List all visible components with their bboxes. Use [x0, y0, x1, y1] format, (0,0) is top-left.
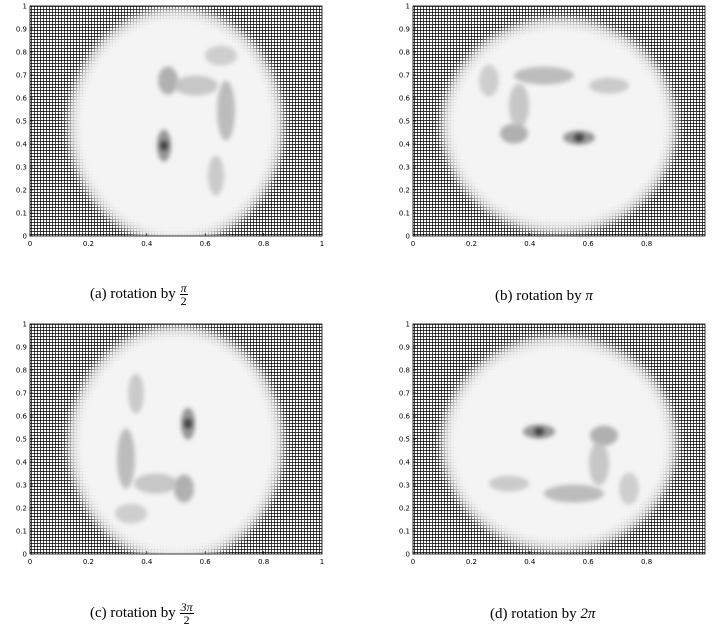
y-tick-label: 1	[23, 3, 27, 11]
plot-a: 0 0.1 0.2 0.3 0.4 0.5 0.6 0.7 0.8 0.9 1 0 0.2 0.4 0.6 0…	[16, 3, 324, 249]
y-tick-label: 0.1	[399, 210, 410, 218]
caption-a-prefix: (a)	[90, 285, 107, 302]
y-tick-label: 0.8	[16, 367, 27, 375]
x-tick-label: 0.2	[466, 558, 477, 566]
x-tick-label: 0.6	[200, 240, 212, 248]
caption-a-fraction: π 2	[179, 281, 188, 308]
y-tick-label: 0.4	[16, 141, 28, 149]
plot-b: 0 0.1 0.2 0.3 0.4 0.5 0.6 0.7 0.8 0.9 1 0 0.2 0.4 0.6 0…	[399, 3, 706, 248]
plot-c: 0 0.1 0.2 0.3 0.4 0.5 0.6 0.7 0.8 0.9 1 0 0.2 0.4 0.6 0…	[16, 321, 324, 567]
x-tick-label: 0.4	[141, 558, 153, 566]
y-tick-label: 0.9	[399, 344, 410, 352]
y-tick-label: 0.9	[16, 344, 27, 352]
y-tick-label: 0.6	[399, 95, 411, 103]
x-tick-label: 0	[411, 240, 415, 248]
x-tick-label: 1	[320, 558, 324, 566]
y-tick-label: 0.4	[399, 459, 411, 467]
y-tick-label: 0.3	[16, 164, 27, 172]
face-image	[441, 335, 677, 552]
y-tick-label: 0.2	[16, 505, 27, 513]
x-tick-label: 0.8	[641, 558, 652, 566]
y-tick-label: 0.5	[16, 118, 27, 126]
y-tick-label: 0.6	[16, 413, 28, 421]
x-tick-label: 0.8	[258, 240, 269, 248]
y-tick-label: 1	[406, 3, 410, 11]
x-tick-label: 1	[320, 240, 324, 248]
caption-c-text: rotation by	[110, 604, 176, 621]
plot-d: 0 0.1 0.2 0.3 0.4 0.5 0.6 0.7 0.8 0.9 1 0 0.2 0.4 0.6 0…	[399, 321, 706, 566]
x-tick-label: 0	[28, 240, 32, 248]
y-tick-label: 0.5	[399, 118, 410, 126]
x-tick-label: 0	[411, 558, 415, 566]
y-tick-label: 0.4	[399, 141, 411, 149]
y-tick-label: 1	[406, 321, 410, 329]
x-tick-label: 0.8	[641, 240, 652, 248]
caption-b-text: rotation by	[516, 288, 582, 304]
y-tick-label: 0.3	[16, 482, 27, 490]
y-tick-label: 0.9	[16, 26, 27, 34]
face-image	[68, 325, 284, 554]
y-tick-label: 0.2	[399, 187, 410, 195]
y-tick-label: 0.7	[399, 390, 410, 398]
y-tick-label: 0.6	[399, 413, 411, 421]
y-tick-label: 0.1	[399, 528, 410, 536]
y-tick-label: 0.4	[16, 459, 28, 467]
x-tick-label: 0.4	[524, 240, 536, 248]
caption-c-prefix: (c)	[90, 604, 107, 621]
caption-a: (a) rotation by π 2	[90, 282, 188, 307]
y-tick-label: 0	[23, 551, 27, 559]
caption-a-text: rotation by	[110, 285, 176, 302]
y-tick-label: 0.5	[399, 436, 410, 444]
caption-c-fraction: 3π 2	[179, 600, 194, 627]
y-tick-label: 0.9	[399, 26, 410, 34]
caption-b-angle: π	[585, 288, 593, 304]
y-tick-label: 1	[23, 321, 27, 329]
caption-d-angle: 2π	[580, 606, 596, 622]
caption-b-prefix: (b)	[495, 288, 513, 304]
y-tick-label: 0.3	[399, 482, 410, 490]
y-tick-label: 0.7	[399, 72, 410, 80]
caption-d-prefix: (d)	[490, 606, 508, 622]
x-tick-label: 0.4	[141, 240, 153, 248]
x-tick-label: 0.8	[258, 558, 269, 566]
x-tick-label: 0.6	[200, 558, 212, 566]
y-tick-label: 0	[406, 233, 410, 241]
caption-c-denominator: 2	[183, 613, 190, 627]
x-tick-label: 0.2	[83, 240, 94, 248]
caption-b: (b) rotation by π	[495, 288, 593, 305]
y-tick-label: 0.2	[16, 187, 27, 195]
y-tick-label: 0.8	[399, 367, 410, 375]
caption-d: (d) rotation by 2π	[490, 606, 595, 623]
y-tick-label: 0	[406, 551, 410, 559]
caption-a-numerator: π	[179, 281, 188, 295]
y-tick-label: 0.7	[16, 72, 27, 80]
face-image	[68, 7, 284, 236]
x-tick-label: 0.6	[583, 558, 595, 566]
y-tick-label: 0.1	[16, 528, 27, 536]
y-tick-label: 0.2	[399, 505, 410, 513]
y-tick-label: 0.6	[16, 95, 28, 103]
x-tick-label: 0.6	[583, 240, 595, 248]
caption-d-text: rotation by	[511, 606, 577, 622]
caption-c-numerator: 3π	[179, 600, 194, 614]
y-tick-label: 0	[23, 233, 27, 241]
caption-a-denominator: 2	[180, 294, 187, 308]
y-tick-label: 0.8	[399, 49, 410, 57]
x-tick-label: 0.4	[524, 558, 536, 566]
x-tick-label: 0.2	[83, 558, 94, 566]
y-tick-label: 0.7	[16, 390, 27, 398]
caption-c: (c) rotation by 3π 2	[90, 601, 194, 626]
x-tick-label: 0.2	[466, 240, 477, 248]
y-tick-label: 0.1	[16, 210, 27, 218]
face-image	[441, 17, 677, 234]
y-tick-label: 0.5	[16, 436, 27, 444]
y-tick-label: 0.8	[16, 49, 27, 57]
x-tick-label: 0	[28, 558, 32, 566]
y-tick-label: 0.3	[399, 164, 410, 172]
